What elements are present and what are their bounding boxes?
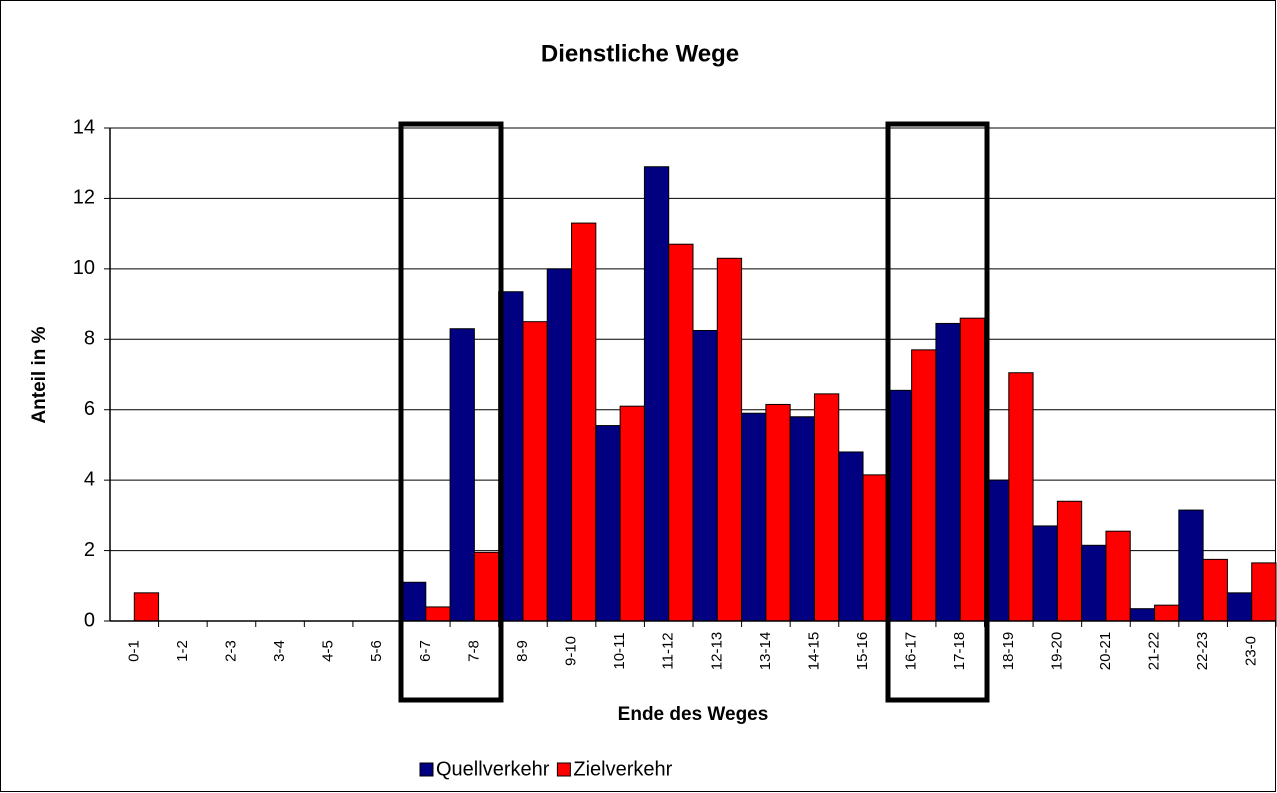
y-tick-label: 12 [73,187,95,209]
x-tick-label: 12-13 [708,632,725,670]
bar [619,405,645,622]
bar [571,222,597,622]
x-tick-label: 18-19 [1000,632,1017,670]
bar [1251,562,1277,622]
x-tick-label: 11-12 [660,632,677,669]
bar [1129,608,1156,622]
bar [473,551,500,622]
bar [1178,509,1204,622]
bar [1081,544,1107,622]
bar [911,349,937,622]
bar [643,166,670,622]
x-tick-label: 8-9 [514,640,531,662]
legend-swatch [419,762,434,777]
bar [668,243,694,622]
bar [546,268,573,622]
x-tick-label: 1-2 [174,640,191,662]
x-tick-label: 16-17 [903,632,920,670]
y-tick-label: 14 [73,116,95,138]
x-tick-label: 9-10 [563,636,580,666]
bar [1032,525,1058,622]
bar [886,389,913,622]
bar [522,321,548,622]
x-tick-label: 13-14 [757,632,774,670]
bar [1226,592,1253,622]
bar [1154,604,1180,622]
legend-label: Zielverkehr [573,758,672,780]
bar [595,425,621,622]
x-tick-label: 19-20 [1048,632,1065,670]
x-tick-label: 5-6 [368,640,385,662]
bar [1008,372,1034,622]
y-tick-label: 6 [84,398,95,420]
bar [133,592,160,622]
x-tick-label: 7-8 [465,640,482,662]
y-tick-label: 4 [84,468,95,490]
bar [401,581,427,622]
bar [1056,500,1083,622]
x-tick-label: 2-3 [222,640,239,662]
bar [789,416,815,622]
x-tick-label: 4-5 [320,640,337,662]
y-tick-label: 10 [73,257,95,279]
bar [741,412,767,622]
x-tick-label: 15-16 [854,632,871,670]
bar [765,403,791,622]
highlight-box [398,121,504,703]
bar [449,328,475,622]
y-axis-label: Anteil in % [29,326,50,423]
bar [838,451,864,622]
bar [935,322,961,622]
bar [862,474,888,622]
x-axis-label: Ende des Weges [618,704,769,725]
bar [692,329,718,622]
bar [959,317,985,622]
legend-swatch [556,762,571,777]
legend-label: Quellverkehr [436,758,550,780]
x-tick-label: 22-23 [1194,632,1211,670]
chart-title: Dienstliche Wege [541,40,739,67]
x-tick-label: 17-18 [951,632,968,670]
x-tick-label: 10-11 [611,632,628,669]
x-tick-label: 21-22 [1146,632,1163,670]
x-tick-label: 14-15 [805,632,822,670]
highlight-box [885,121,990,703]
y-tick-label: 0 [84,609,95,631]
y-tick-label: 8 [84,328,95,350]
x-tick-label: 3-4 [271,640,288,662]
x-tick-label: 23-0 [1243,636,1260,666]
bar [1105,530,1131,622]
bar [1202,558,1228,622]
x-tick-label: 20-21 [1097,632,1114,670]
x-tick-label: 0-1 [125,640,142,662]
y-tick-label: 2 [84,539,95,561]
x-tick-label: 6-7 [417,640,434,662]
bar [425,606,451,622]
bar [813,393,840,622]
bar [716,257,743,622]
